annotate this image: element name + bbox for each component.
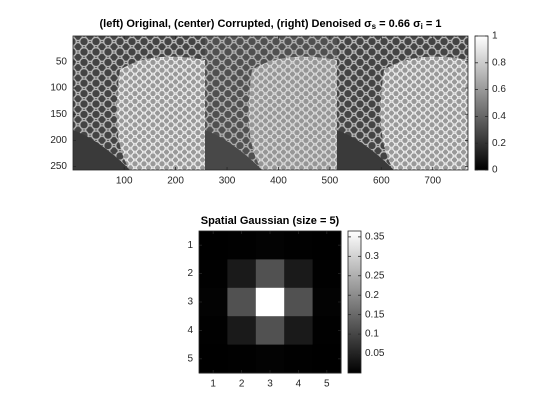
heatmap-cell [227,287,257,317]
y-tick-label: 50 [56,57,68,68]
title-part: (left) Original, (center) Corrupted, (ri… [99,18,372,30]
x-tick-label: 200 [167,176,184,187]
title-part: = 1 [423,18,442,30]
colorbar-tick-label: 0.05 [365,348,385,359]
heatmap-cell [199,287,228,317]
colorbar-tick-label: 0.15 [365,309,385,320]
x-tick-label: 700 [424,176,441,187]
heatmap-cell [312,344,342,374]
heatmap-cell [284,344,314,374]
colorbar-tick-label: 0.35 [365,232,385,243]
x-tick-label: 1 [210,379,216,390]
heatmap-cell [227,316,257,346]
y-tick-label: 250 [50,161,67,172]
colorbar-tick-label: 0.3 [365,251,379,262]
x-tick-label: 4 [296,379,302,390]
heatmap-cell [312,287,342,317]
colorbar-tick-label: 0.25 [365,270,385,281]
x-tick-label: 600 [373,176,390,187]
heatmap-cell [284,231,314,260]
title-part: = 0.66 σ [376,18,421,30]
x-tick-label: 2 [239,379,245,390]
heatmap-cell [284,287,314,317]
colorbar-tick-label: 0.2 [492,138,506,149]
title-subscript: i [421,22,423,31]
y-tick-label: 100 [50,83,67,94]
heatmap-cell [199,344,228,374]
heatmap-cell [199,231,228,260]
colorbar-tick-label: 0.4 [492,111,506,122]
axes-box [72,35,469,171]
colorbar-tick-label: 0 [492,165,498,176]
colorbar-tick-label: 0.2 [365,290,379,301]
heatmap-cell [199,316,228,346]
chart-title: Spatial Gaussian (size = 5) [201,215,340,227]
colorbar-tick-label: 0.8 [492,57,506,68]
heatmap-cell [199,259,228,289]
chart-title: (left) Original, (center) Corrupted, (ri… [99,18,441,31]
colorbar-tick-label: 0.1 [365,329,379,340]
heatmap-cell [227,231,257,260]
colorbar [474,35,489,171]
colorbar-tick-label: 1 [492,31,498,42]
x-tick-label: 100 [116,176,133,187]
heatmap-cell [227,344,257,374]
panel-original [73,36,205,170]
y-tick-label: 200 [50,135,67,146]
heatmap-cell [284,316,314,346]
y-tick-label: 5 [187,353,193,364]
x-tick-label: 400 [270,176,287,187]
colorbar [347,230,362,374]
heatmap-cell [227,259,257,289]
y-tick-label: 1 [187,240,193,251]
heatmap-cell [312,259,342,289]
heatmap-cell [255,259,285,289]
title-subscript: s [372,22,377,31]
y-tick-label: 3 [187,297,193,308]
panel-denoised [337,36,468,170]
heatmap-cell [284,259,314,289]
heatmap-cell [255,316,285,346]
heatmap-cell [312,316,342,346]
heatmap-cell [312,231,342,260]
x-tick-label: 300 [219,176,236,187]
y-tick-label: 150 [50,109,67,120]
colorbar-tick-label: 0.6 [492,84,506,95]
x-tick-label: 3 [267,379,273,390]
heatmap-cell [255,231,285,260]
panel-corrupted [205,36,337,170]
x-tick-label: 500 [322,176,339,187]
heatmap-cell [255,287,285,317]
image-panels [73,36,468,170]
x-tick-label: 5 [324,379,330,390]
heatmap-cell [255,344,285,374]
y-tick-label: 2 [187,268,193,279]
y-tick-label: 4 [187,325,193,336]
